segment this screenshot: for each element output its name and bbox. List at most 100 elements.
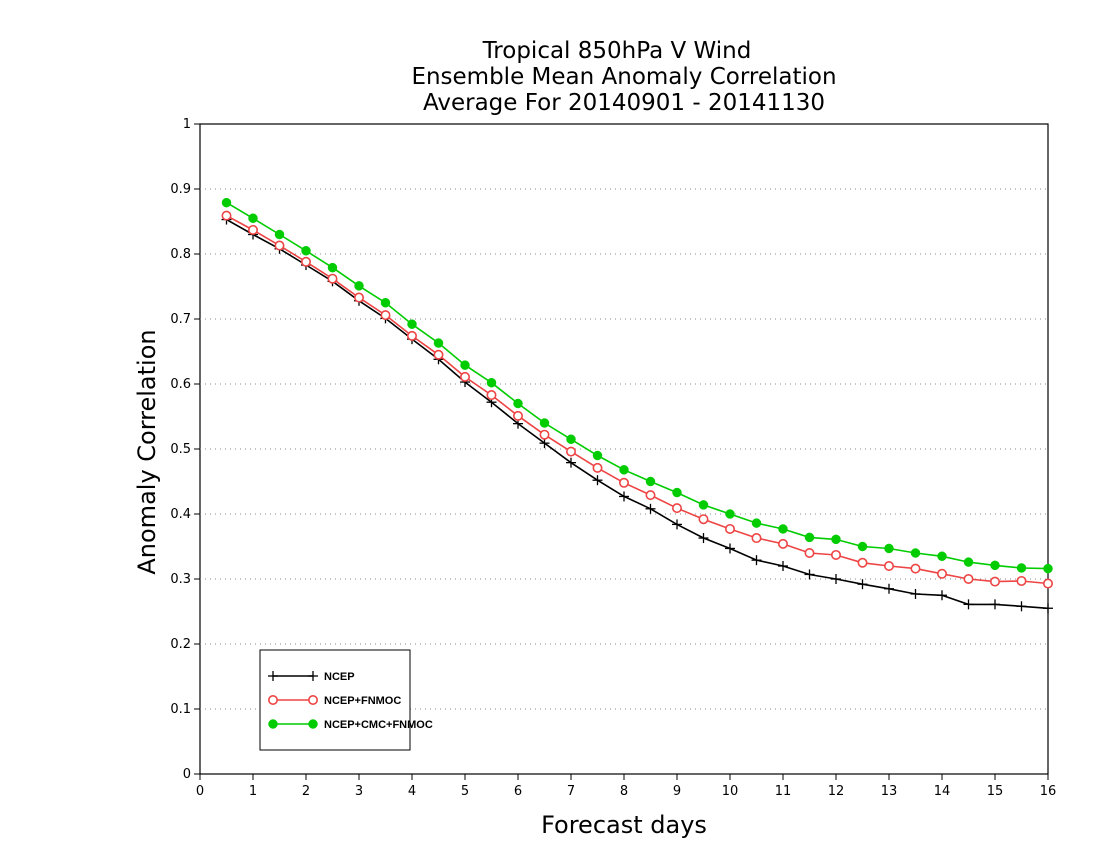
data-point — [698, 533, 709, 544]
data-point — [539, 438, 550, 449]
data-point — [725, 509, 735, 519]
legend-label: NCEP+CMC+FNMOC — [324, 719, 433, 731]
x-tick-label: 4 — [408, 784, 416, 799]
data-point — [698, 500, 709, 510]
y-tick-label: 0.7 — [170, 312, 191, 327]
data-point — [1016, 575, 1027, 586]
data-point — [671, 503, 682, 514]
x-tick-label: 5 — [461, 784, 469, 799]
data-point — [857, 557, 868, 568]
data-point — [354, 281, 364, 291]
data-point — [910, 588, 921, 599]
series-line — [226, 214, 1049, 585]
data-point — [778, 561, 788, 571]
data-point — [910, 563, 921, 574]
data-point — [1043, 578, 1054, 589]
data-point — [565, 446, 576, 457]
x-tick-label: 1 — [249, 784, 257, 799]
data-point — [884, 583, 894, 594]
chart-title-line-2: Ensemble Mean Anomaly Correlation — [411, 64, 836, 90]
data-point — [248, 224, 259, 235]
data-point — [857, 541, 868, 552]
y-tick-label: 0.1 — [170, 702, 191, 717]
data-point — [725, 543, 735, 554]
chart-title-line-3: Average For 20140901 - 20141130 — [423, 90, 825, 116]
data-point — [857, 579, 868, 590]
x-tick-label: 0 — [196, 784, 204, 799]
data-point — [831, 534, 841, 545]
data-point — [406, 330, 417, 341]
data-point — [433, 338, 444, 348]
data-point — [248, 213, 258, 223]
x-tick-label: 2 — [302, 784, 310, 799]
data-point — [592, 450, 603, 461]
legend-label: NCEP — [324, 671, 355, 683]
x-tick-label: 10 — [722, 784, 739, 799]
data-point — [300, 256, 311, 267]
data-point — [1016, 563, 1027, 573]
data-point — [1016, 601, 1027, 612]
data-point — [301, 246, 311, 256]
data-point — [619, 465, 629, 475]
series-line — [226, 201, 1049, 570]
x-tick-label: 15 — [987, 784, 1004, 799]
data-point — [990, 599, 1000, 610]
y-tick-label: 1 — [183, 117, 191, 132]
data-point — [327, 262, 338, 273]
series-1 — [221, 214, 1053, 614]
gridlines — [200, 188, 1048, 710]
data-point — [884, 543, 894, 554]
data-point — [274, 240, 285, 251]
legend: NCEP NCEP+FNMOC NCEP+CMC+FNMOC — [259, 649, 433, 751]
data-point — [645, 476, 656, 487]
data-point — [831, 574, 841, 584]
data-point — [486, 377, 497, 388]
x-tick-label: 7 — [567, 784, 575, 799]
data-point — [963, 599, 974, 610]
y-tick-label: 0.9 — [170, 182, 191, 197]
data-point — [937, 551, 947, 561]
data-point — [751, 533, 762, 544]
data-point — [910, 548, 921, 558]
data-point — [353, 292, 364, 303]
data-point — [751, 555, 762, 566]
y-tick-label: 0 — [183, 767, 191, 782]
data-point — [433, 349, 444, 360]
data-point — [937, 590, 947, 601]
data-point — [221, 197, 232, 208]
data-point — [539, 429, 550, 440]
data-point — [566, 457, 576, 468]
data-point — [830, 549, 841, 560]
data-point — [486, 390, 497, 401]
data-point — [512, 410, 523, 421]
data-point — [380, 310, 391, 321]
legend-marker-end — [308, 719, 318, 729]
series-3 — [221, 197, 1053, 574]
legend-label: NCEP+FNMOC — [324, 695, 401, 707]
series-2 — [221, 210, 1054, 589]
y-tick-label: 0.8 — [170, 247, 191, 262]
y-tick-label: 0.6 — [170, 377, 191, 392]
data-point — [724, 523, 735, 534]
data-point — [618, 477, 629, 488]
data-point — [274, 229, 285, 240]
data-point — [672, 519, 682, 530]
data-point — [778, 524, 788, 534]
data-point — [963, 573, 974, 584]
axis-ticks: 00.10.20.30.40.50.60.70.80.910 1 2 3 4 5 6 7 8 9 1… — [170, 117, 1056, 799]
data-point — [1043, 603, 1053, 614]
legend-marker-start — [267, 694, 278, 705]
data-point — [990, 560, 1000, 571]
data-point — [513, 398, 523, 409]
data-point — [883, 560, 894, 571]
data-point — [459, 371, 470, 382]
x-tick-label: 16 — [1040, 784, 1057, 799]
x-axis-label: Forecast days — [541, 811, 707, 839]
legend-marker-start — [268, 671, 278, 681]
data-point — [407, 319, 417, 329]
y-tick-label: 0.5 — [170, 442, 191, 457]
data-point — [751, 518, 762, 528]
data-point — [645, 503, 656, 514]
data-point — [963, 557, 974, 567]
